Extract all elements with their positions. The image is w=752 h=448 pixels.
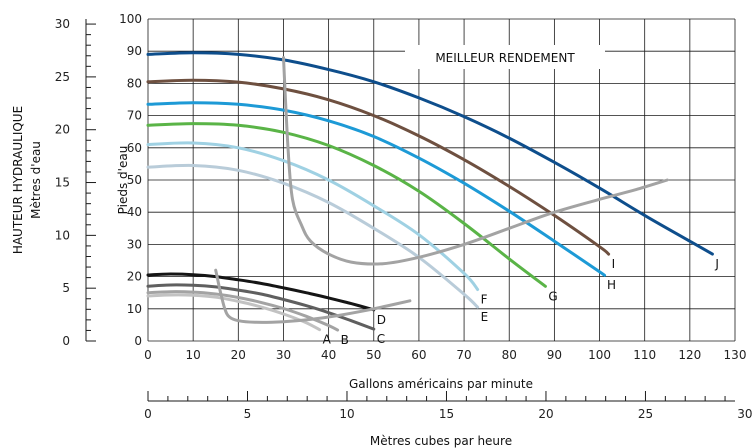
series-label-E: E bbox=[481, 310, 489, 324]
series-label-C: C bbox=[377, 332, 385, 346]
series-label-D: D bbox=[377, 313, 386, 327]
y-tick-label: 30 bbox=[127, 237, 142, 251]
secondary-y-tick-label: 15 bbox=[55, 176, 70, 190]
secondary-x-tick-label: 30 bbox=[737, 407, 752, 421]
x-axis-label: Gallons américains par minute bbox=[349, 377, 533, 391]
x-tick-label: 50 bbox=[366, 348, 381, 362]
y-tick-label: 50 bbox=[127, 173, 142, 187]
secondary-x-tick-label: 10 bbox=[339, 407, 354, 421]
series-label-B: B bbox=[341, 333, 349, 347]
x-tick-label: 120 bbox=[678, 348, 701, 362]
series-line-F bbox=[146, 141, 480, 291]
grid bbox=[147, 18, 736, 342]
y-tick-label: 0 bbox=[134, 334, 142, 348]
series-curves: A B CD EF G HI J bbox=[146, 51, 719, 347]
series-label-F: F bbox=[481, 292, 488, 306]
series-line-I bbox=[146, 78, 611, 256]
x-tick-label: 40 bbox=[321, 348, 336, 362]
secondary-y-tick-label: 5 bbox=[62, 281, 70, 295]
x-tick-label: 20 bbox=[231, 348, 246, 362]
y-tick-label: 60 bbox=[127, 141, 142, 155]
y-tick-label: 40 bbox=[127, 205, 142, 219]
x-tick-label: 110 bbox=[633, 348, 656, 362]
y-tick-label: 70 bbox=[127, 109, 142, 123]
series-label-J: J bbox=[714, 257, 719, 271]
annotation-layer: MEILLEUR RENDEMENT bbox=[405, 45, 605, 69]
axis-labels: Pieds d'eau HAUTEUR HYDRAULIQUE Mètres d… bbox=[11, 106, 533, 448]
efficiency-curve-line bbox=[214, 268, 412, 324]
secondary-x-tick-label: 5 bbox=[244, 407, 252, 421]
efficiency-curve-line bbox=[282, 56, 669, 266]
efficiency-curves bbox=[214, 56, 669, 324]
secondary-y-tick-label: 20 bbox=[55, 123, 70, 137]
series-line-D bbox=[146, 272, 376, 312]
x-tick-label: 130 bbox=[724, 348, 747, 362]
secondary-y-axis-label-sub: Mètres d'eau bbox=[29, 141, 43, 219]
series-line-B bbox=[146, 290, 340, 332]
secondary-x-axis-label: Mètres cubes par heure bbox=[370, 434, 512, 448]
y-tick-label: 90 bbox=[127, 44, 142, 58]
y-tick-label: 100 bbox=[119, 12, 142, 26]
series-line-J bbox=[146, 51, 714, 256]
axes: 0 10 20 30 40 50 60 70 80 90 100 110 120 130010203040… bbox=[55, 12, 752, 421]
secondary-x-tick-label: 25 bbox=[638, 407, 653, 421]
y-tick-label: 10 bbox=[127, 302, 142, 316]
x-tick-label: 30 bbox=[276, 348, 291, 362]
x-tick-label: 80 bbox=[502, 348, 517, 362]
x-tick-label: 10 bbox=[186, 348, 201, 362]
secondary-y-tick-label: 0 bbox=[62, 334, 70, 348]
secondary-x-tick-label: 0 bbox=[144, 407, 152, 421]
x-tick-label: 60 bbox=[411, 348, 426, 362]
secondary-y-tick-label: 10 bbox=[55, 228, 70, 242]
secondary-y-tick-label: 25 bbox=[55, 70, 70, 84]
series-line-H bbox=[146, 101, 607, 277]
series-label-I: I bbox=[612, 257, 616, 271]
secondary-x-tick-label: 20 bbox=[538, 407, 553, 421]
y-tick-label: 80 bbox=[127, 76, 142, 90]
series-line-G bbox=[146, 122, 547, 288]
series-label-A: A bbox=[323, 333, 332, 347]
best-efficiency-annotation: MEILLEUR RENDEMENT bbox=[435, 51, 575, 65]
annotation-background bbox=[405, 45, 605, 69]
y-tick-label: 20 bbox=[127, 270, 142, 284]
y-axis-label: Pieds d'eau bbox=[116, 146, 130, 215]
x-tick-label: 100 bbox=[588, 348, 611, 362]
x-tick-label: 0 bbox=[144, 348, 152, 362]
secondary-y-tick-label: 30 bbox=[55, 17, 70, 31]
series-label-H: H bbox=[607, 278, 616, 292]
x-tick-label: 70 bbox=[456, 348, 471, 362]
secondary-y-axis-label-main: HAUTEUR HYDRAULIQUE bbox=[11, 106, 25, 254]
x-tick-label: 90 bbox=[547, 348, 562, 362]
series-line-E bbox=[146, 163, 480, 309]
secondary-x-tick-label: 15 bbox=[439, 407, 454, 421]
series-label-G: G bbox=[548, 289, 557, 303]
